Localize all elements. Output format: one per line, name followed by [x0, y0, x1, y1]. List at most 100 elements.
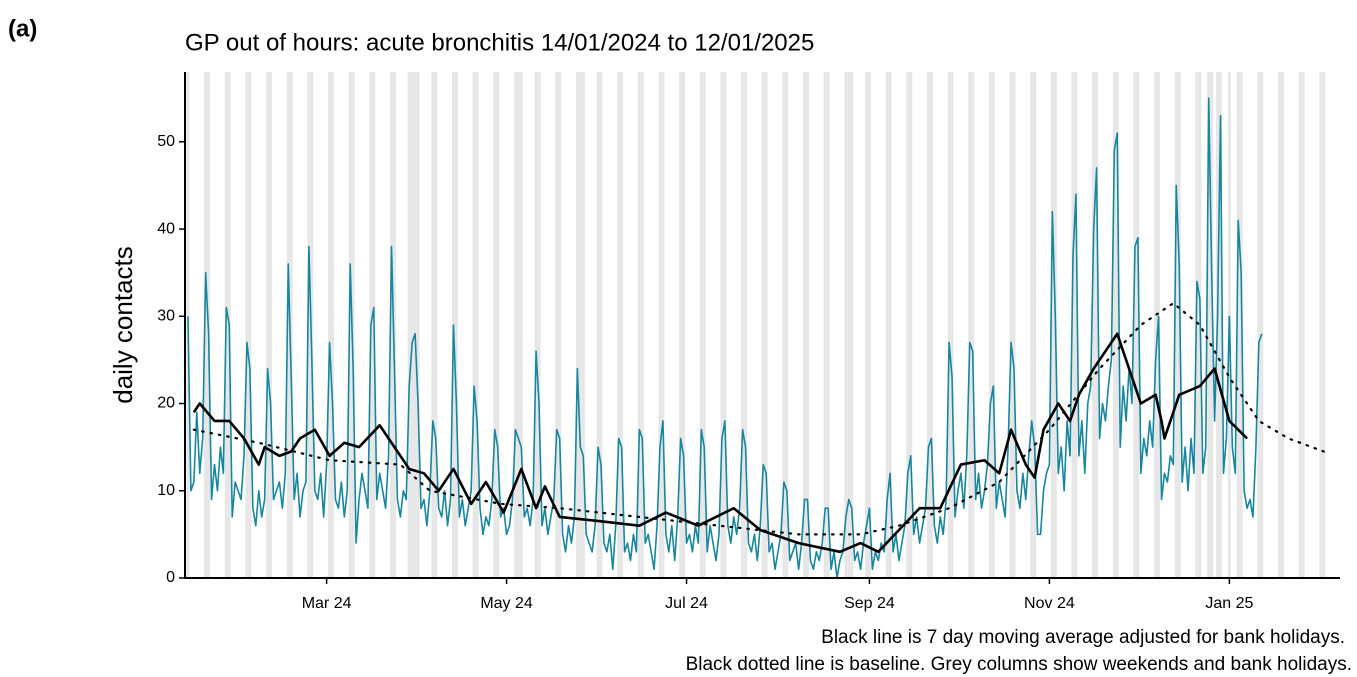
shade-column: [1074, 72, 1078, 578]
shade-column: [286, 72, 290, 578]
x-tick-label: Sep 24: [844, 595, 895, 612]
shade-column: [407, 72, 411, 578]
shade-column: [1278, 72, 1281, 578]
daily-line: [187, 97, 1263, 579]
shade-column: [1030, 72, 1034, 578]
shade-column: [865, 72, 868, 578]
shade-column: [1301, 72, 1305, 578]
shade-column: [823, 72, 827, 578]
shade-column: [1071, 72, 1075, 578]
y-tick-label: 10: [157, 482, 175, 499]
shade-column: [679, 72, 683, 578]
shade-column: [410, 72, 414, 578]
shade-column: [454, 72, 458, 578]
shade-column: [1319, 72, 1323, 578]
moving-average-line: [192, 332, 1248, 554]
shade-column: [702, 72, 706, 578]
shade-column: [331, 72, 334, 578]
shade-column: [929, 72, 933, 578]
shade-column: [723, 72, 727, 578]
shade-column: [785, 72, 789, 578]
y-tick-label: 40: [157, 220, 175, 237]
shade-column: [741, 72, 745, 578]
shade-column: [434, 72, 438, 578]
shade-column: [351, 72, 355, 578]
note: Black line is 7 day moving average adjus…: [821, 627, 1345, 648]
shade-column: [640, 72, 644, 578]
shade-column: [581, 72, 585, 578]
shade-column: [658, 72, 662, 578]
x-tick-label: Jan 25: [1205, 595, 1253, 612]
shade-column: [1012, 72, 1016, 578]
shade-column: [516, 72, 520, 578]
shade-column: [1207, 72, 1211, 578]
y-tick-label: 0: [166, 569, 175, 586]
shade-column: [475, 72, 479, 578]
shade-column: [555, 72, 559, 578]
shade-column: [971, 72, 975, 578]
x-tick-label: Nov 24: [1024, 595, 1075, 612]
shade-column: [558, 72, 562, 578]
shade-column: [1219, 72, 1222, 578]
shade-column: [803, 72, 807, 578]
y-tick-label: 20: [157, 395, 175, 412]
shade-column: [390, 72, 393, 578]
x-tick-label: Jul 24: [665, 595, 708, 612]
shade-column: [519, 72, 523, 578]
shade-column: [266, 72, 270, 578]
shade-column: [782, 72, 786, 578]
shade-column: [1112, 72, 1116, 578]
shade-column: [867, 72, 871, 578]
shade-column: [699, 72, 703, 578]
shade-column: [1177, 72, 1181, 578]
shade-column: [307, 72, 311, 578]
shade-column: [599, 72, 603, 578]
x-tick-label: Mar 24: [302, 595, 352, 612]
shade-column: [620, 72, 624, 578]
shade-column: [1095, 72, 1099, 578]
y-axis-label: daily contacts: [108, 246, 138, 404]
shade-column: [991, 72, 995, 578]
shade-column: [1133, 72, 1137, 578]
shading: [186, 72, 1326, 578]
shade-column: [1174, 72, 1178, 578]
shade-column: [596, 72, 600, 578]
shade-column: [1092, 72, 1096, 578]
shade-column: [850, 72, 854, 578]
shade-column: [617, 72, 621, 578]
shade-column: [472, 72, 476, 578]
shade-column: [1260, 72, 1264, 578]
shade-column: [534, 72, 538, 578]
shade-column: [1257, 72, 1261, 578]
shade-column: [909, 72, 913, 578]
shade-column: [392, 72, 396, 578]
shade-column: [906, 72, 910, 578]
shade-column: [575, 72, 579, 578]
shade-column: [1115, 72, 1119, 578]
shade-column: [416, 72, 420, 578]
shade-column: [885, 72, 889, 578]
shade-column: [950, 72, 954, 578]
shade-column: [289, 72, 293, 578]
shade-column: [926, 72, 930, 578]
shade-column: [682, 72, 686, 578]
shade-column: [720, 72, 724, 578]
shade-column: [888, 72, 892, 578]
shade-column: [806, 72, 809, 578]
shade-column: [1050, 72, 1054, 578]
shade-column: [1136, 72, 1140, 578]
shade-column: [1322, 72, 1326, 578]
y-tick-label: 50: [157, 133, 175, 150]
shade-column: [578, 72, 582, 578]
shade-column: [493, 72, 497, 578]
shade-column: [537, 72, 541, 578]
plot-area: [187, 97, 1325, 579]
shade-column: [496, 72, 500, 578]
shade-column: [269, 72, 273, 578]
y-tick-label: 30: [157, 307, 175, 324]
shade-column: [968, 72, 972, 578]
shade-column: [826, 72, 830, 578]
shade-column: [1280, 72, 1284, 578]
shade-column: [245, 72, 249, 578]
